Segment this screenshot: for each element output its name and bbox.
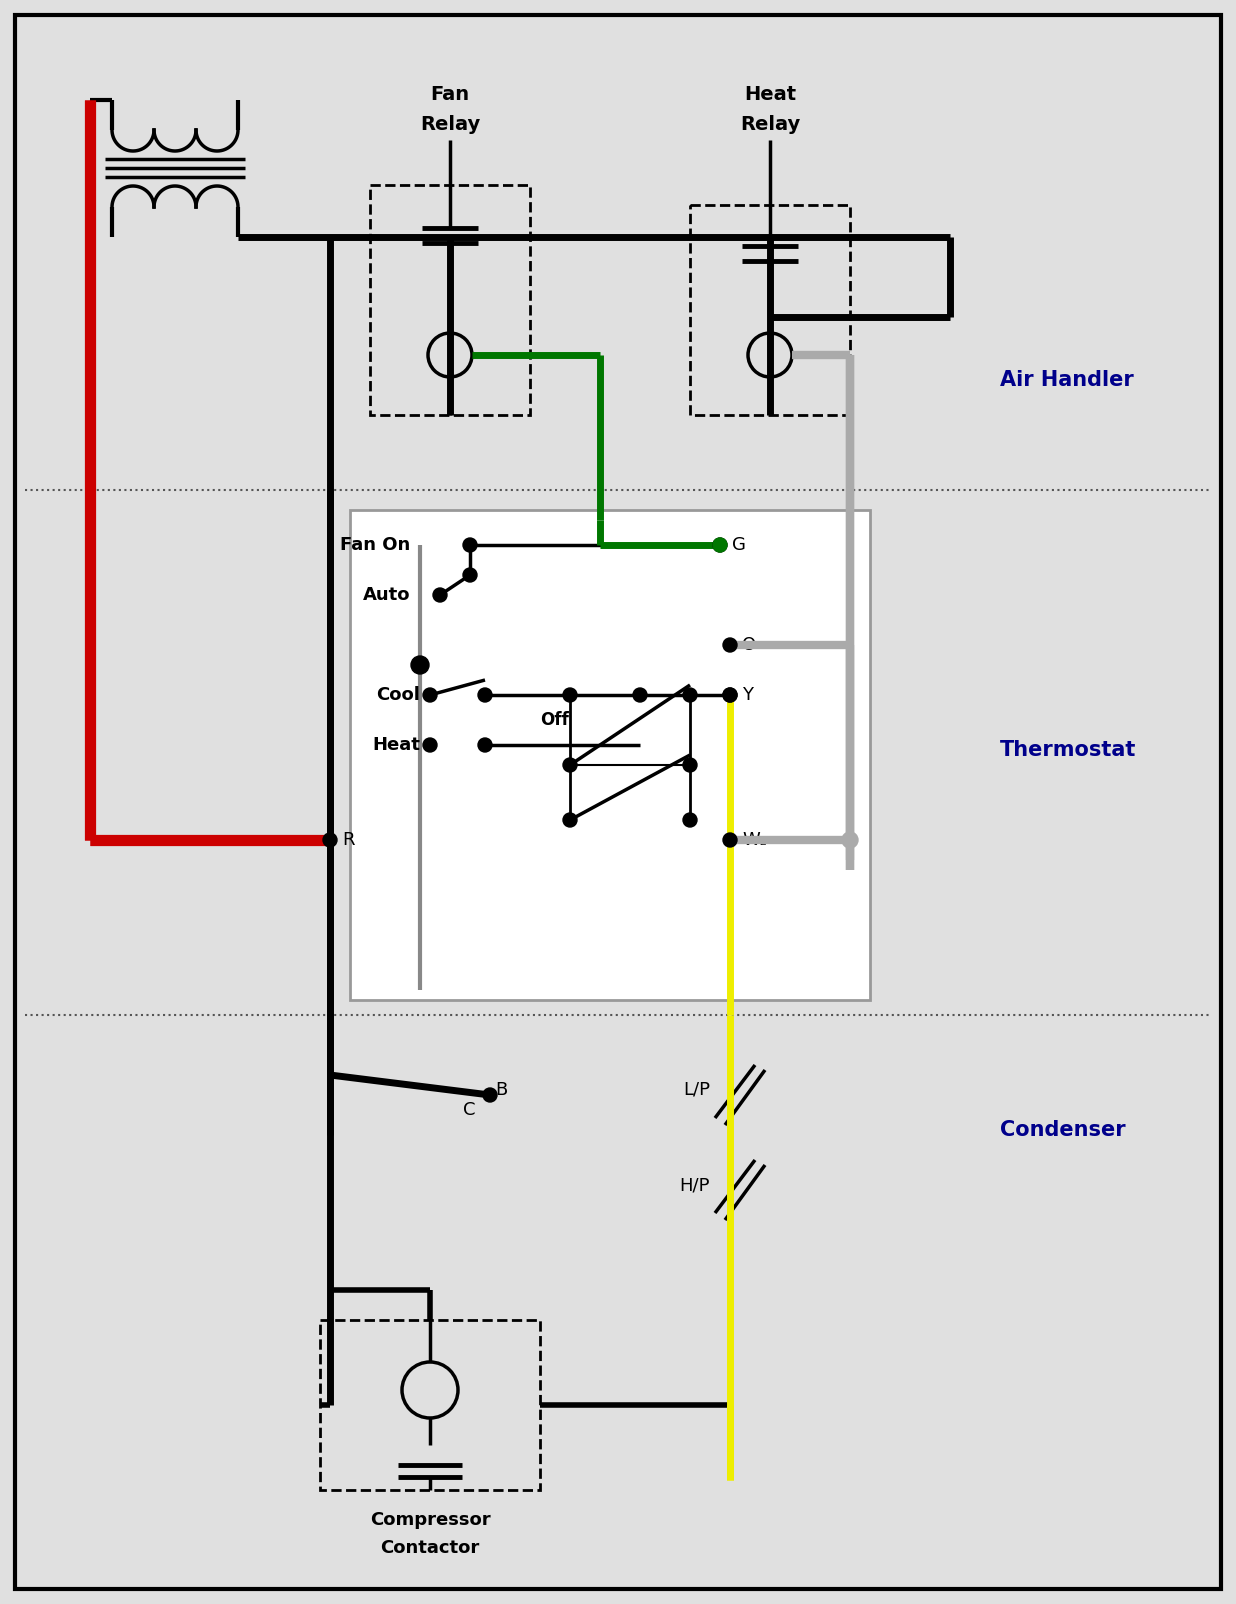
Circle shape [323,832,337,847]
Text: Contactor: Contactor [381,1538,480,1557]
Text: Heat: Heat [372,736,420,754]
Text: G: G [732,536,745,553]
Text: R: R [342,831,355,849]
Circle shape [684,813,697,828]
Text: Auto: Auto [362,585,410,605]
Circle shape [723,832,737,847]
Text: Thermostat: Thermostat [1000,739,1136,760]
Text: Heat: Heat [744,85,796,104]
Circle shape [713,537,727,552]
Circle shape [684,688,697,703]
Text: Y: Y [742,687,753,704]
Circle shape [412,656,429,674]
Circle shape [684,759,697,772]
Circle shape [723,638,737,651]
Circle shape [483,1088,497,1102]
Text: O: O [742,637,756,654]
Text: Off: Off [540,711,569,728]
Circle shape [842,832,858,849]
Circle shape [564,813,577,828]
Text: H/P: H/P [680,1176,709,1193]
Circle shape [464,568,477,582]
Text: Condenser: Condenser [1000,1120,1126,1140]
Circle shape [464,537,477,552]
Circle shape [633,688,646,703]
Text: Compressor: Compressor [370,1511,491,1529]
Circle shape [478,738,492,752]
Circle shape [423,688,438,703]
Circle shape [713,537,727,552]
Text: Relay: Relay [740,115,800,135]
Circle shape [478,688,492,703]
Text: L/P: L/P [684,1081,709,1099]
Circle shape [564,688,577,703]
Text: C: C [462,1100,475,1120]
Text: Fan On: Fan On [340,536,410,553]
Text: Cool: Cool [376,687,420,704]
Text: Fan: Fan [430,85,470,104]
Text: Air Handler: Air Handler [1000,371,1133,390]
Text: Relay: Relay [420,115,480,135]
Text: W₂: W₂ [742,831,768,849]
Circle shape [723,688,737,703]
Circle shape [564,759,577,772]
Circle shape [423,738,438,752]
Circle shape [723,688,737,703]
Circle shape [433,589,447,602]
FancyBboxPatch shape [350,510,870,999]
Text: B: B [494,1081,507,1099]
